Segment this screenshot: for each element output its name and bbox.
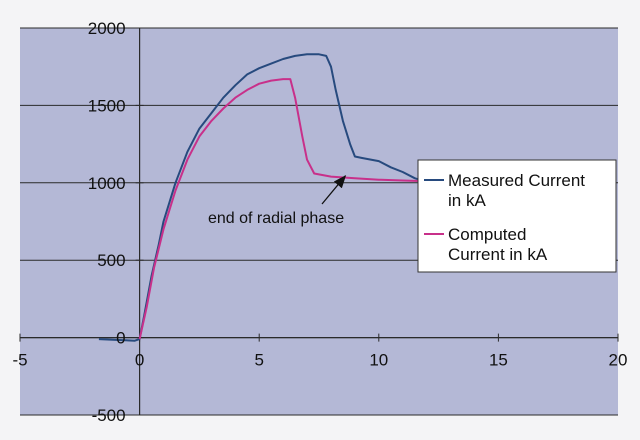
legend-box [417, 159, 617, 273]
x-tick-label-2: 5 [254, 351, 263, 370]
y-tick-label-4: 1500 [88, 96, 126, 115]
y-tick-label-2: 500 [97, 251, 125, 270]
y-tick-label-1: 0 [116, 329, 125, 348]
legend-label-0-line-1: in kA [448, 191, 486, 210]
x-tick-label-1: 0 [135, 351, 144, 370]
annotation-text-0: end of radial phase [208, 210, 344, 227]
annotation-layer: end of radial phase [208, 174, 347, 227]
tick-labels: -5 0 5 10 15 20 -500 0 500 1000 1500 2000 [12, 19, 627, 425]
legend-label-1-line-1: Current in kA [448, 245, 548, 264]
x-tick-label-4: 15 [489, 351, 508, 370]
x-tick-label-5: 20 [609, 351, 628, 370]
x-tick-label-3: 10 [369, 351, 388, 370]
y-tick-label-0: -500 [92, 406, 126, 425]
y-tick-label-5: 2000 [88, 19, 126, 38]
legend-label-1-line-0: Computed [448, 225, 526, 244]
legend-label-0-line-0: Measured Current [448, 171, 585, 190]
y-tick-label-3: 1000 [88, 174, 126, 193]
x-tick-label-0: -5 [12, 351, 27, 370]
annotation-arrow-0 [321, 174, 347, 205]
